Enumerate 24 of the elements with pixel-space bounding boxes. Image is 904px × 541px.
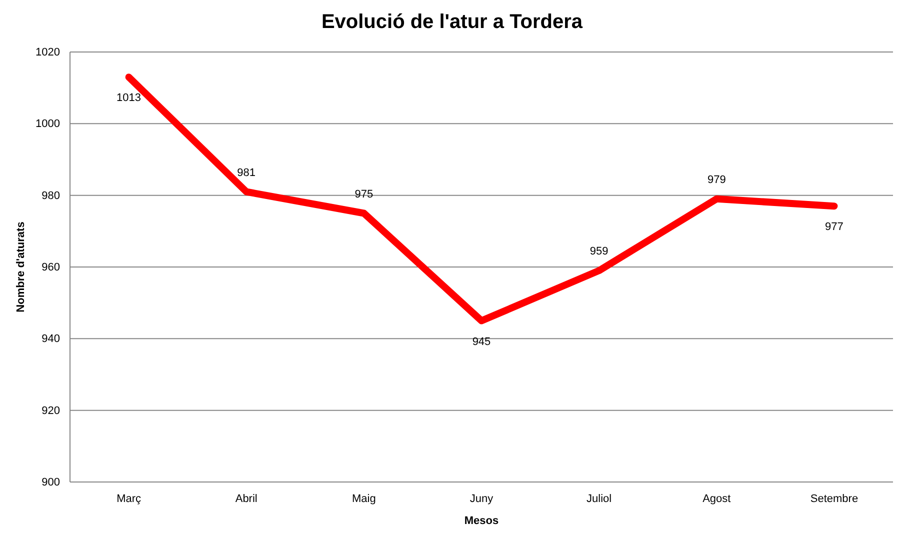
x-tick-label: Maig [352, 492, 376, 505]
y-tick-label: 940 [42, 333, 60, 346]
y-tick-label: 960 [42, 262, 60, 274]
x-tick-label: Setembre [810, 492, 858, 505]
y-axis-title: Nombre d'aturats [15, 222, 27, 312]
y-tick-label: 1020 [36, 46, 60, 59]
data-label: 981 [237, 166, 256, 179]
data-label: 975 [354, 188, 374, 200]
y-tick-label: 900 [42, 476, 60, 489]
x-tick-label: Març [116, 492, 142, 505]
data-label: 945 [472, 336, 491, 348]
y-tick-label: 920 [42, 404, 60, 417]
data-label: 1013 [116, 92, 142, 104]
x-axis-title: Mesos [464, 515, 499, 527]
data-label: 979 [707, 174, 726, 186]
chart-title: Evolució de l'atur a Tordera [321, 11, 584, 33]
data-label: 959 [590, 246, 608, 258]
x-tick-label: Juliol [586, 492, 612, 505]
y-tick-label: 980 [42, 190, 60, 202]
x-tick-label: Abril [235, 492, 258, 505]
y-tick-label: 1000 [36, 118, 60, 130]
x-tick-label: Agost [702, 492, 731, 505]
data-label: 977 [825, 221, 844, 234]
x-tick-label: Juny [470, 492, 494, 505]
